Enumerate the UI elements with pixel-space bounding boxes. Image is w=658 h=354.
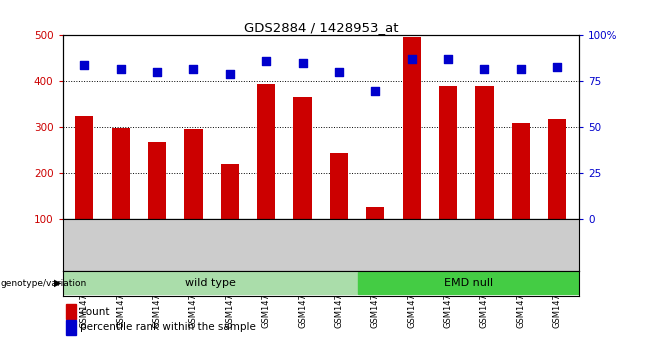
Point (407, 57, 417, 62)
Bar (330, 153, 348, 219)
Point (479, 66, 490, 72)
Bar (367, 207, 384, 219)
Text: EMD null: EMD null (443, 278, 493, 288)
Bar (548, 119, 567, 219)
Point (152, 69, 163, 75)
Bar (257, 84, 275, 219)
Text: genotype/variation: genotype/variation (1, 279, 87, 288)
Point (261, 58, 272, 64)
Bar (439, 86, 457, 219)
Point (297, 60, 308, 66)
Text: ▶: ▶ (54, 278, 61, 288)
Point (370, 88, 380, 93)
Text: count: count (80, 307, 110, 316)
Point (334, 69, 344, 75)
Title: GDS2884 / 1428953_at: GDS2884 / 1428953_at (243, 21, 398, 34)
FancyBboxPatch shape (63, 272, 357, 295)
Point (79, 62, 89, 68)
Bar (75, 116, 93, 219)
Point (552, 64, 563, 69)
FancyBboxPatch shape (358, 272, 578, 295)
Bar (512, 123, 530, 219)
Point (516, 66, 526, 72)
Bar (403, 37, 421, 219)
Bar (184, 129, 203, 219)
Point (224, 71, 235, 77)
Point (115, 66, 126, 72)
Text: wild type: wild type (185, 278, 236, 288)
Point (188, 66, 199, 72)
Point (443, 57, 453, 62)
Bar (293, 97, 312, 219)
Text: percentile rank within the sample: percentile rank within the sample (80, 322, 256, 332)
Bar (220, 164, 239, 219)
Bar (148, 142, 166, 219)
Bar (475, 86, 494, 219)
Bar (112, 129, 130, 219)
